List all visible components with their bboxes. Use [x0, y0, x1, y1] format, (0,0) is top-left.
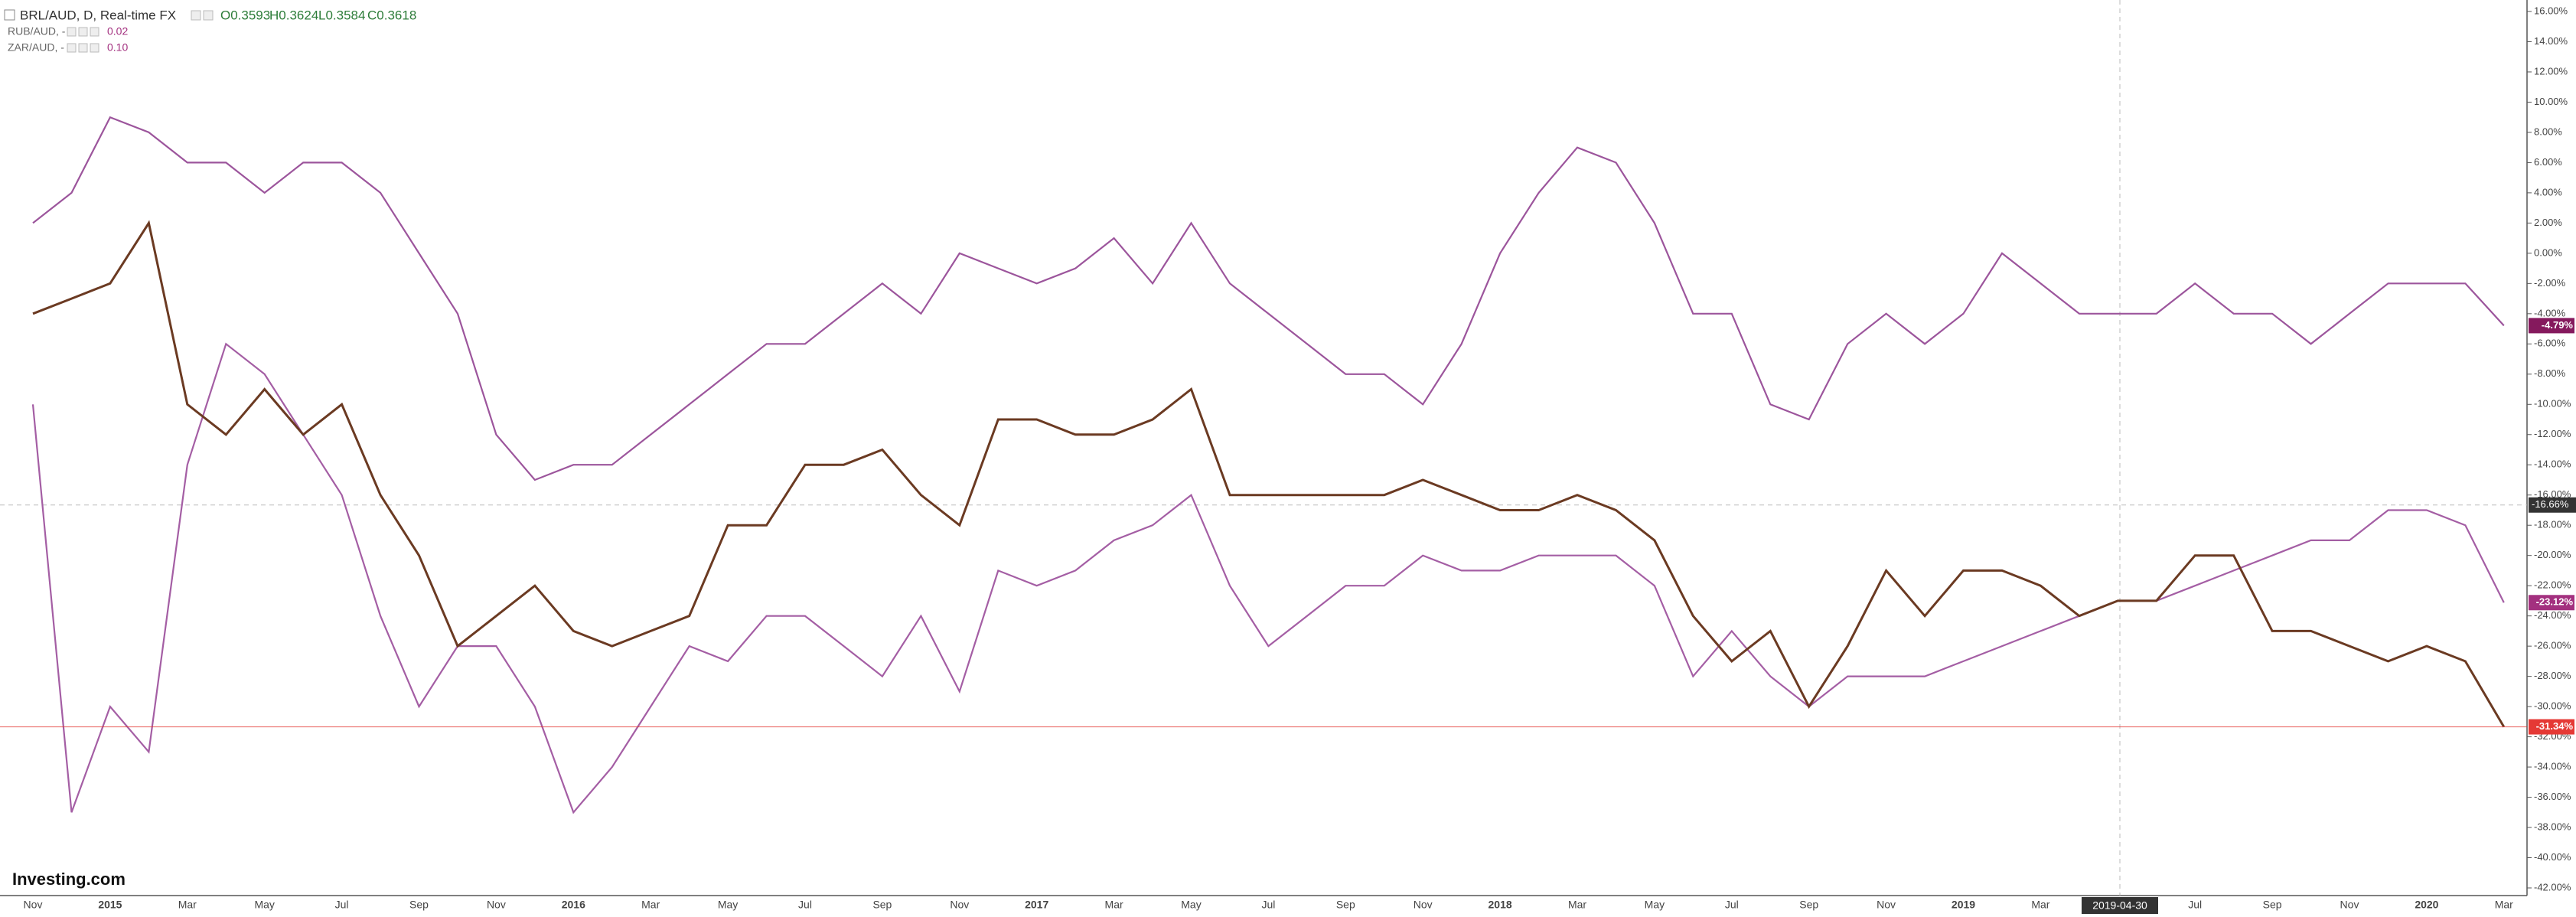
- x-tick-label: Nov: [950, 899, 969, 911]
- x-tick-label: Mar: [1105, 899, 1123, 911]
- legend-button[interactable]: [78, 43, 88, 53]
- x-tick-label: Mar: [178, 899, 197, 911]
- x-tick-label: Nov: [1877, 899, 1896, 911]
- x-tick-label: 2018: [1489, 899, 1512, 911]
- x-tick-label: 2016: [562, 899, 585, 911]
- x-tick-label: Mar: [1568, 899, 1586, 911]
- x-tick-label: Nov: [2340, 899, 2359, 911]
- y-tick-label: 4.00%: [2534, 186, 2562, 197]
- x-tick-label: Sep: [409, 899, 429, 911]
- x-tick-label: Mar: [641, 899, 660, 911]
- legend-button[interactable]: [203, 10, 214, 21]
- y-tick-label: -40.00%: [2534, 851, 2571, 863]
- x-tick-label: Mar: [2031, 899, 2049, 911]
- y-tick-label: -26.00%: [2534, 640, 2571, 651]
- x-tick-label: May: [718, 899, 738, 911]
- x-tick-label: Jul: [1261, 899, 1275, 911]
- y-tick-label: -34.00%: [2534, 761, 2571, 772]
- y-tick-label: -10.00%: [2534, 398, 2571, 410]
- y-tick-label: -38.00%: [2534, 821, 2571, 832]
- series-line: [32, 116, 2505, 481]
- x-tick-label: May: [254, 899, 274, 911]
- y-tick-label: -2.00%: [2534, 277, 2566, 289]
- x-tick-label: Sep: [872, 899, 892, 911]
- y-tick-label: 2.00%: [2534, 217, 2562, 228]
- x-tick-label: May: [1645, 899, 1665, 911]
- legend-entry: RUB/AUD, -: [8, 25, 66, 38]
- x-tick-label: Sep: [2263, 899, 2282, 911]
- watermark: Investing.com: [12, 870, 126, 889]
- y-tick-label: -4.00%: [2534, 307, 2566, 318]
- crosshair-x-label: 2019-04-30: [2092, 899, 2147, 912]
- y-tick-label: 0.00%: [2534, 246, 2562, 258]
- y-tick-label: -18.00%: [2534, 519, 2571, 530]
- legend-button[interactable]: [78, 27, 88, 37]
- last-value-tag: [2529, 719, 2574, 735]
- crosshair-x-tag: [2082, 897, 2158, 914]
- last-value-label: -4.79%: [2542, 319, 2574, 331]
- ohlc-label: H0.3624: [269, 8, 318, 22]
- x-tick-label: Jul: [798, 899, 812, 911]
- y-tick-label: -8.00%: [2534, 367, 2566, 379]
- y-tick-label: -22.00%: [2534, 579, 2571, 591]
- x-tick-label: 2019: [1952, 899, 1975, 911]
- x-tick-label: 2017: [1025, 899, 1048, 911]
- last-value-label: -23.12%: [2536, 596, 2574, 608]
- series-line: [32, 220, 2506, 728]
- legend-button[interactable]: [67, 43, 77, 53]
- y-tick-label: -28.00%: [2534, 670, 2571, 681]
- y-tick-label: 6.00%: [2534, 156, 2562, 168]
- x-tick-label: Mar: [2495, 899, 2513, 911]
- y-tick-label: -20.00%: [2534, 549, 2571, 560]
- last-value-label: -31.34%: [2536, 720, 2574, 732]
- x-tick-label: 2020: [2415, 899, 2438, 911]
- crosshair-y-label: -16.66%: [2532, 498, 2569, 510]
- x-tick-label: Jul: [1725, 899, 1739, 911]
- last-value-tag: [2529, 595, 2574, 611]
- y-tick-label: 16.00%: [2534, 5, 2568, 16]
- legend-button[interactable]: [90, 27, 99, 37]
- legend: BRL/AUD, D, Real-time FX O0.3593 H0.3624…: [4, 8, 416, 54]
- y-tick-label: -24.00%: [2534, 609, 2571, 621]
- y-tick-label: -36.00%: [2534, 791, 2571, 802]
- ohlc-label: C0.3618: [367, 8, 416, 22]
- legend-value: 0.10: [107, 41, 128, 54]
- x-tick-label: Nov: [487, 899, 506, 911]
- y-tick-label: 10.00%: [2534, 96, 2568, 107]
- y-tick-label: 8.00%: [2534, 126, 2562, 137]
- x-tick-label: Nov: [24, 899, 43, 911]
- x-tick-label: Sep: [1799, 899, 1818, 911]
- y-tick-label: 12.00%: [2534, 65, 2568, 77]
- x-tick-label: Jul: [335, 899, 349, 911]
- y-tick-label: -42.00%: [2534, 881, 2571, 893]
- x-tick-label: Jul: [2188, 899, 2202, 911]
- y-tick-label: -6.00%: [2534, 338, 2566, 349]
- ohlc-label: L0.3584: [318, 8, 365, 22]
- y-tick-label: -30.00%: [2534, 700, 2571, 712]
- legend-value: 0.02: [107, 25, 128, 38]
- y-tick-label: -14.00%: [2534, 459, 2571, 470]
- collapse-icon: [4, 9, 15, 21]
- legend-button[interactable]: [90, 43, 99, 53]
- y-tick-label: 14.00%: [2534, 35, 2568, 47]
- crosshair-y-tag: [2529, 497, 2576, 513]
- y-tick-label: -16.00%: [2534, 488, 2571, 500]
- ohlc-label: O0.3593: [220, 8, 270, 22]
- x-tick-label: May: [1181, 899, 1201, 911]
- legend-title: BRL/AUD, D, Real-time FX: [20, 8, 176, 22]
- last-value-tag: [2529, 318, 2574, 334]
- x-tick-label: Nov: [1414, 899, 1433, 911]
- x-tick-label: Sep: [1336, 899, 1355, 911]
- legend-entry: ZAR/AUD, -: [8, 41, 64, 54]
- x-tick-label: 2015: [98, 899, 122, 911]
- y-tick-label: -12.00%: [2534, 428, 2571, 439]
- legend-button[interactable]: [67, 27, 77, 37]
- legend-button[interactable]: [191, 10, 201, 21]
